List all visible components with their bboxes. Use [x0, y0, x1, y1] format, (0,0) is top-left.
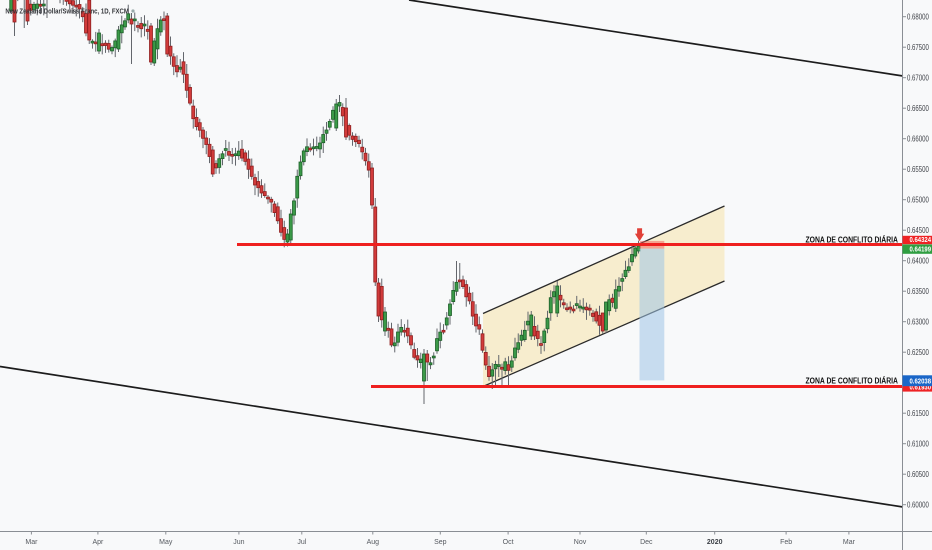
svg-text:0.60000: 0.60000: [907, 500, 929, 509]
svg-text:Jul: Jul: [297, 539, 306, 546]
svg-text:Sep: Sep: [434, 539, 447, 546]
svg-text:Aug: Aug: [367, 539, 380, 546]
svg-text:Dec: Dec: [640, 539, 653, 546]
svg-text:0.64324: 0.64324: [910, 235, 932, 244]
svg-text:0.62500: 0.62500: [907, 348, 929, 357]
svg-text:0.66000: 0.66000: [907, 134, 929, 143]
svg-text:0.66500: 0.66500: [907, 104, 929, 113]
svg-text:0.64500: 0.64500: [907, 226, 929, 235]
svg-text:Feb: Feb: [780, 539, 792, 546]
svg-text:ZONA DE CONFLITO DIÁRIA: ZONA DE CONFLITO DIÁRIA: [806, 236, 899, 245]
svg-text:Nov: Nov: [574, 539, 587, 546]
svg-text:0.62038: 0.62038: [910, 377, 932, 386]
svg-text:Jun: Jun: [233, 539, 244, 546]
svg-text:ZONA DE CONFLITO DIÁRIA: ZONA DE CONFLITO DIÁRIA: [806, 376, 899, 385]
svg-text:New Zealand Dollar/Swiss Franc: New Zealand Dollar/Swiss Franc, 1D, FXCM: [5, 7, 129, 16]
svg-text:0.67500: 0.67500: [907, 43, 929, 52]
svg-text:Mar: Mar: [25, 539, 38, 546]
svg-text:Apr: Apr: [92, 539, 104, 546]
svg-text:0.65000: 0.65000: [907, 195, 929, 204]
svg-text:0.64000: 0.64000: [907, 256, 929, 265]
svg-text:May: May: [159, 539, 173, 546]
svg-text:0.61500: 0.61500: [907, 409, 929, 418]
svg-text:0.61000: 0.61000: [907, 439, 929, 448]
svg-text:0.63000: 0.63000: [907, 317, 929, 326]
svg-text:0.68000: 0.68000: [907, 12, 929, 21]
svg-text:0.61930: 0.61930: [910, 382, 932, 391]
svg-text:0.60500: 0.60500: [907, 470, 929, 479]
svg-text:0.63500: 0.63500: [907, 287, 929, 296]
svg-text:0.65500: 0.65500: [907, 165, 929, 174]
svg-text:0.64199: 0.64199: [910, 245, 932, 254]
svg-text:Oct: Oct: [503, 539, 514, 546]
svg-text:Mar: Mar: [843, 539, 856, 546]
svg-text:0.67000: 0.67000: [907, 73, 929, 82]
svg-text:2020: 2020: [707, 539, 723, 546]
